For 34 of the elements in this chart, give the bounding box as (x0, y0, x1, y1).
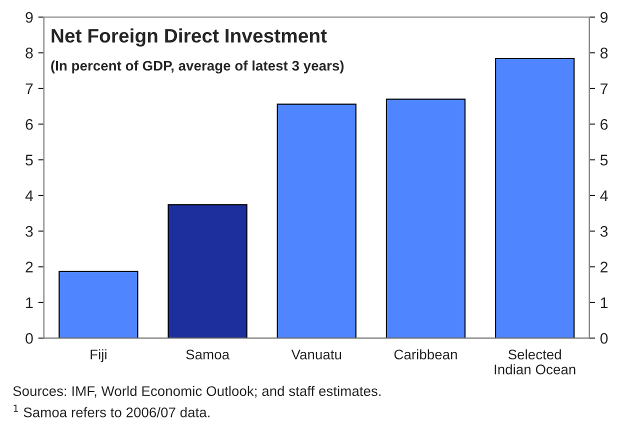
x-tick-label: Fiji (90, 349, 106, 362)
x-tick-label: Selected Indian Ocean (494, 349, 576, 374)
y2-tick-label: 5 (600, 154, 608, 166)
x-tick-label: Vanuatu (291, 350, 342, 360)
y-tick-label: 4 (25, 190, 34, 201)
y-tick-label: 5 (26, 154, 33, 166)
bar (168, 204, 248, 338)
source-note: Sources: IMF, World Economic Outlook; and staff estimates. (13, 386, 381, 398)
y2-tick-label: 0 (600, 332, 608, 344)
y-tick-label: 2 (26, 262, 33, 272)
bar (276, 104, 356, 338)
y-tick-label: 7 (26, 83, 33, 94)
y2-tick-label: 4 (600, 190, 608, 201)
text: Net Foreign Direct Investment (52, 28, 327, 47)
y-tick-label: 6 (26, 118, 33, 130)
y2-tick-label: 9 (600, 12, 608, 23)
y2-tick-label: 1 (600, 297, 608, 308)
y2-tick-label: 7 (600, 83, 608, 94)
y2-tick-label: 2 (600, 262, 608, 272)
y2-tick-label: 3 (600, 226, 608, 237)
x-tick-label: Caribbean (394, 349, 457, 360)
y2-tick-label: 6 (600, 118, 608, 130)
y2-tick-label: 8 (600, 48, 608, 58)
text: (In percent of GDP, average of latest 3 years) (51, 60, 344, 74)
text: $^{1}$ Samoa refers to 2006/07 data. (14, 404, 210, 418)
bar (386, 98, 466, 338)
x-tick-label: Samoa (186, 350, 230, 360)
y-tick-label: 1 (26, 297, 33, 308)
y-tick-label: 8 (26, 48, 33, 58)
bar (495, 58, 575, 338)
y-tick-label: 0 (26, 332, 33, 344)
y-tick-label: 3 (26, 226, 33, 237)
y-tick-label: 9 (26, 12, 33, 23)
bar (58, 270, 138, 338)
